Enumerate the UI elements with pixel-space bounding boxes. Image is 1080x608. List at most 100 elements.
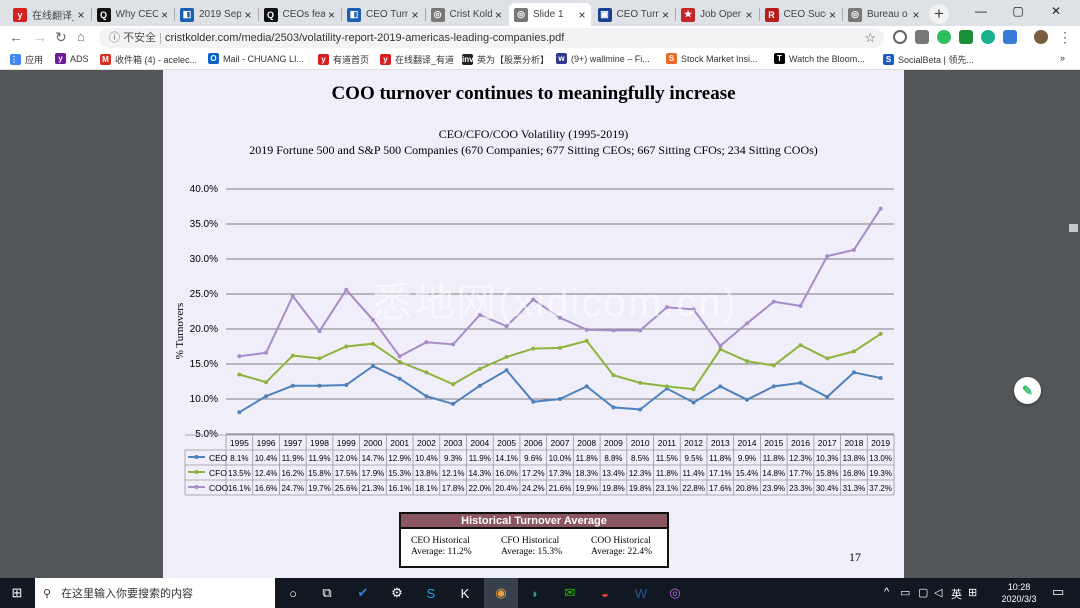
- kindle-icon[interactable]: K: [460, 585, 470, 601]
- reload-icon[interactable]: ↻: [55, 29, 67, 45]
- input-language[interactable]: 英: [951, 589, 962, 601]
- data-point: [771, 384, 776, 389]
- tab-close-icon[interactable]: ×: [494, 7, 502, 22]
- bookmark-item[interactable]: y ADS: [55, 53, 89, 64]
- bookmark-item[interactable]: y 在线翻译_有道: [380, 53, 454, 66]
- bookmark-item[interactable]: ⋮⋮ 应用: [10, 53, 43, 66]
- star-icon[interactable]: ☆: [864, 30, 876, 45]
- volume-icon[interactable]: ◁: [934, 587, 943, 599]
- evernote-clipper-icon[interactable]: ✎: [1014, 377, 1041, 404]
- tab-close-icon[interactable]: ×: [828, 7, 836, 22]
- data-label: 18.3%: [575, 469, 598, 478]
- skype-icon[interactable]: S: [426, 585, 436, 601]
- data-label: 16.8%: [843, 469, 866, 478]
- bookmark-label: 有道首页: [333, 55, 370, 65]
- data-point: [664, 384, 669, 389]
- tray-app-icon[interactable]: ▭: [900, 587, 911, 599]
- news-app-icon[interactable]: ◒: [601, 585, 609, 601]
- data-label: 15.8%: [816, 469, 839, 478]
- browser-tab[interactable]: R CEO Succ ×: [760, 3, 842, 26]
- bookmark-item[interactable]: y 有道首页: [318, 53, 369, 66]
- tab-close-icon[interactable]: ×: [745, 7, 753, 22]
- extension-cloud-icon[interactable]: [915, 30, 929, 44]
- home-icon[interactable]: ⌂: [77, 29, 85, 44]
- bookmark-item[interactable]: M 收件箱 (4) - acelec...: [100, 53, 197, 66]
- data-label: 23.1%: [656, 484, 679, 493]
- windows-taskbar: ⊞ ⚲ 在这里输入你要搜索的内容 ○ ⧉ ✔ ⚙ S K ◉ ◗ ✉ ◒ W ◎…: [0, 578, 1080, 608]
- bookmark-item[interactable]: S Stock Market Insi...: [666, 53, 758, 64]
- tab-close-icon[interactable]: ×: [411, 7, 419, 22]
- security-label: 不安全: [123, 32, 157, 44]
- data-label: 19.3%: [869, 469, 892, 478]
- browser-tab[interactable]: ◎ Bureau o ×: [843, 3, 925, 26]
- network-icon[interactable]: ▢: [918, 587, 929, 599]
- cortana-icon[interactable]: ○: [289, 585, 297, 601]
- menu-icon[interactable]: ⋮: [1058, 29, 1072, 45]
- windows-start-icon[interactable]: ⊞: [11, 585, 23, 600]
- tab-close-icon[interactable]: ×: [160, 7, 168, 22]
- data-label: 8.8%: [604, 454, 622, 463]
- bookmark-icon: S: [666, 53, 677, 64]
- tray-expand-icon[interactable]: ^: [884, 586, 890, 598]
- back-icon[interactable]: ←: [9, 29, 23, 45]
- app-icon[interactable]: ◗: [531, 585, 539, 601]
- address-bar[interactable]: ⓘ 不安全 | cristkolder.com/media/2503/volat…: [99, 28, 884, 48]
- bookmark-item[interactable]: S SocialBeta | 领先...: [883, 53, 974, 66]
- browser-tab[interactable]: ◎ Crist Kold ×: [426, 3, 508, 26]
- wechat-icon[interactable]: ✉: [564, 585, 576, 600]
- y-tick-label: 25.0%: [190, 289, 218, 300]
- evernote-extension-icon[interactable]: [937, 30, 951, 44]
- tab-close-icon[interactable]: ×: [327, 7, 335, 22]
- browser-tab[interactable]: ◧ CEO Turn ×: [342, 3, 424, 26]
- extension-clipper-icon[interactable]: [959, 30, 973, 44]
- bookmark-icon: T: [774, 53, 785, 64]
- task-view-icon[interactable]: ⧉: [322, 585, 332, 600]
- settings-gear-icon[interactable]: ⚙: [391, 585, 403, 600]
- browser-tab[interactable]: ◎ Slide 1 ×: [509, 3, 591, 26]
- browser-tab[interactable]: y 在线翻译_ ×: [8, 3, 90, 26]
- browser-tab[interactable]: ◧ 2019 Sep ×: [175, 3, 257, 26]
- word-icon[interactable]: W: [634, 585, 648, 601]
- browser-tab[interactable]: Q CEOs fea ×: [259, 3, 341, 26]
- data-point: [558, 397, 562, 401]
- tab-close-icon[interactable]: ×: [912, 7, 920, 22]
- forward-icon[interactable]: →: [33, 29, 47, 45]
- profile-avatar[interactable]: [1034, 30, 1048, 44]
- x-tick-label: 1998: [310, 438, 329, 448]
- bookmark-item[interactable]: w (9+) wallmine – Fi...: [556, 53, 650, 64]
- extension-shield-icon[interactable]: [893, 30, 907, 44]
- tab-title: 2019 Sep: [199, 9, 242, 20]
- maximize-button[interactable]: ▢: [1012, 4, 1024, 18]
- minimize-button[interactable]: —: [975, 4, 987, 18]
- media-app-icon[interactable]: ◎: [669, 585, 681, 600]
- bookmark-icon: ⋮⋮: [10, 54, 26, 65]
- new-tab-button[interactable]: +: [929, 4, 949, 24]
- bookmark-item[interactable]: inv 英为【股票分析】: [462, 53, 549, 66]
- tab-close-icon[interactable]: ×: [661, 7, 669, 22]
- tab-close-icon[interactable]: ×: [77, 7, 85, 22]
- bookmark-item[interactable]: T Watch the Bloom...: [774, 53, 865, 64]
- scrollbar-thumb[interactable]: [1069, 224, 1078, 232]
- grammarly-icon[interactable]: [981, 30, 995, 44]
- chrome-taskbar-icon[interactable]: ◉: [484, 578, 518, 608]
- tab-close-icon[interactable]: ×: [244, 7, 252, 22]
- todo-app-icon[interactable]: ✔: [357, 585, 369, 600]
- taskbar-search[interactable]: ⚲ 在这里输入你要搜索的内容: [35, 578, 275, 608]
- close-window-button[interactable]: ✕: [1050, 4, 1062, 18]
- browser-tab[interactable]: Q Why CEO ×: [92, 3, 174, 26]
- notification-icon[interactable]: ▭: [1052, 584, 1065, 599]
- bookmarks-overflow-icon[interactable]: »: [1060, 53, 1066, 63]
- tab-favicon-icon: ◎: [430, 7, 445, 22]
- clock[interactable]: 10:28 2020/3/3: [998, 581, 1040, 605]
- browser-tab[interactable]: ▣ CEO Turn ×: [593, 3, 675, 26]
- ime-icon[interactable]: ⊞: [968, 587, 978, 599]
- info-icon[interactable]: ⓘ: [109, 32, 124, 44]
- data-point: [664, 305, 669, 310]
- tab-favicon-icon: Q: [263, 7, 278, 22]
- bookmark-item[interactable]: O Mail - CHUANG LI...: [208, 53, 304, 64]
- data-label: 12.1%: [442, 469, 465, 478]
- tab-close-icon[interactable]: ×: [578, 7, 586, 22]
- data-label: 14.8%: [762, 469, 785, 478]
- browser-tab[interactable]: ★ Job Oper ×: [676, 3, 758, 26]
- extension-table-icon[interactable]: [1003, 30, 1017, 44]
